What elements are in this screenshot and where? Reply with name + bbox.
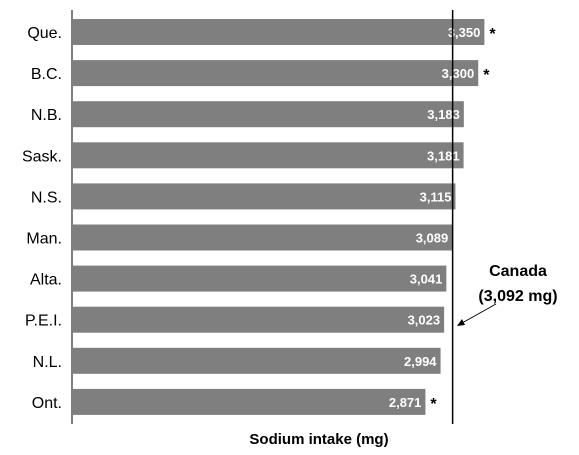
value-label: 3,115 (420, 189, 452, 204)
category-label: N.S. (31, 189, 62, 206)
bar (72, 142, 464, 169)
value-label: 2,994 (404, 354, 437, 369)
bar (72, 306, 445, 333)
category-label: N.B. (31, 107, 62, 124)
significance-marker: * (483, 67, 490, 84)
category-label: N.L. (33, 354, 62, 371)
bar (72, 347, 441, 374)
value-label: 3,350 (448, 25, 481, 40)
bar (72, 388, 426, 415)
bars-group: Que. 3,350 * B.C. 3,300 * N.B. 3,183 Sask. 3,181 N… (22, 19, 496, 415)
reference-pointer-arrowhead (457, 319, 465, 326)
value-label: 3,089 (416, 231, 449, 246)
significance-marker: * (489, 26, 496, 43)
value-label: 3,183 (427, 107, 460, 122)
value-label: 3,181 (427, 148, 460, 163)
reference-label-line1: Canada (489, 263, 547, 280)
category-label: Man. (26, 231, 62, 248)
value-label: 2,871 (389, 395, 422, 410)
value-label: 3,023 (408, 313, 441, 328)
category-label: Ont. (32, 395, 62, 412)
category-label: B.C. (31, 66, 62, 83)
bar (72, 224, 453, 251)
value-label: 3,300 (442, 66, 475, 81)
significance-marker: * (430, 396, 437, 413)
bar (72, 19, 485, 45)
bar (72, 183, 456, 210)
reference-pointer-arrow (461, 303, 497, 324)
bar (72, 60, 479, 87)
bar (72, 265, 447, 292)
category-label: Sask. (22, 148, 62, 165)
reference-label-line2: (3,092 mg) (478, 288, 557, 305)
category-label: Que. (27, 25, 62, 42)
category-label: Alta. (30, 272, 62, 289)
value-label: 3,041 (410, 272, 443, 287)
bar (72, 101, 464, 128)
x-axis-title: Sodium intake (mg) (249, 431, 388, 448)
category-label: P.E.I. (25, 313, 62, 330)
